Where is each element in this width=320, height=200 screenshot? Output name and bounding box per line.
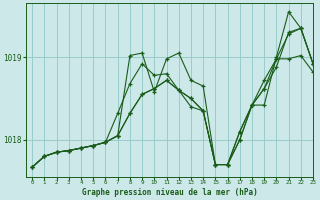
- X-axis label: Graphe pression niveau de la mer (hPa): Graphe pression niveau de la mer (hPa): [82, 188, 258, 197]
